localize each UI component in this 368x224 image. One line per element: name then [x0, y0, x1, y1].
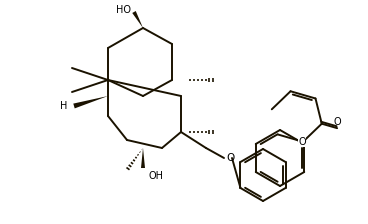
Polygon shape [141, 148, 145, 168]
Text: H: H [60, 101, 67, 111]
Text: HO: HO [116, 5, 131, 15]
Text: O: O [298, 137, 306, 147]
Text: O: O [333, 117, 341, 127]
Polygon shape [132, 11, 143, 28]
Text: O: O [226, 153, 234, 163]
Polygon shape [73, 96, 108, 108]
Text: OH: OH [149, 171, 164, 181]
